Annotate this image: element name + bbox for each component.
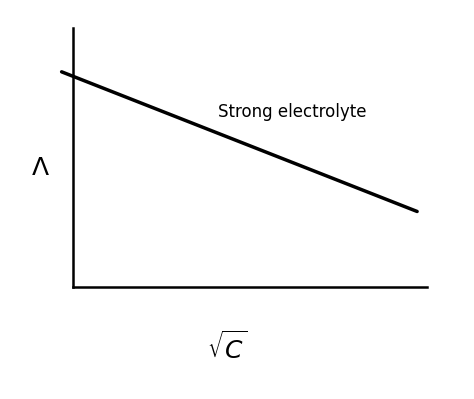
- Text: $\sqrt{C}$: $\sqrt{C}$: [208, 331, 247, 363]
- Text: Λ: Λ: [32, 156, 49, 180]
- Text: Strong electrolyte: Strong electrolyte: [218, 103, 366, 121]
